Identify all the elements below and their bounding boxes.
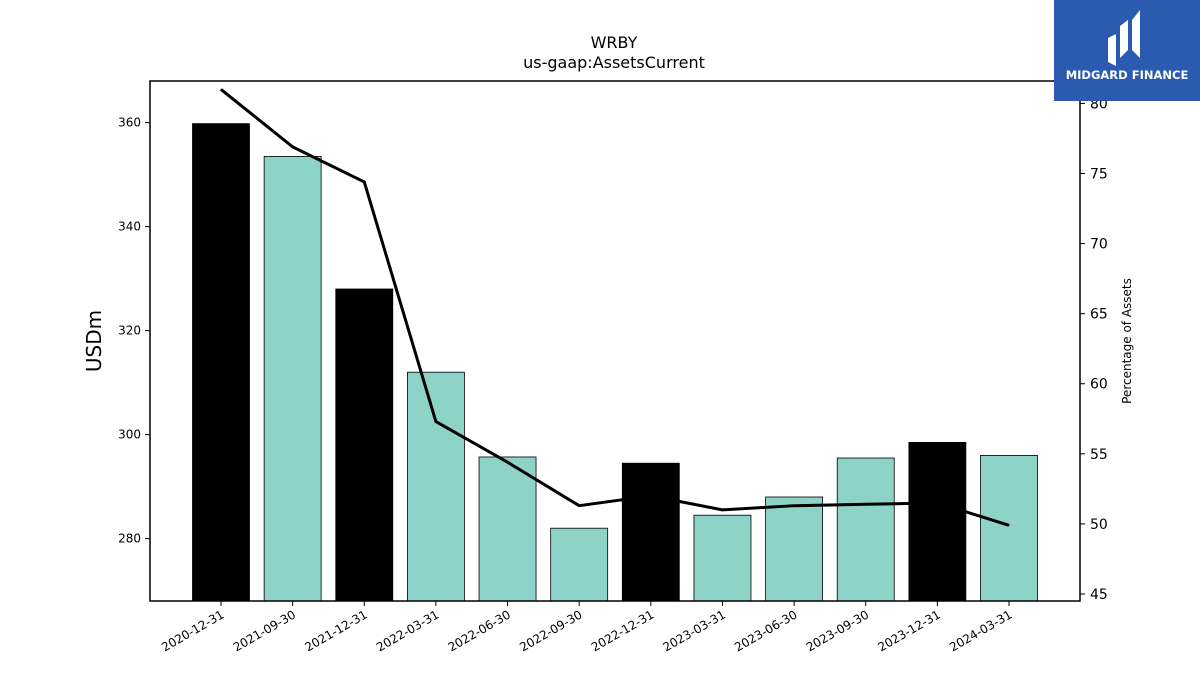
x-tick-label: 2022-03-31 xyxy=(374,607,441,654)
x-tick-label: 2021-09-30 xyxy=(231,607,298,654)
y2-tick-label: 55 xyxy=(1090,447,1108,463)
y-tick-label: 300 xyxy=(118,428,141,442)
logo-text: MIDGARD FINANCE xyxy=(1065,68,1189,82)
bar-2023-03-31 xyxy=(693,514,752,602)
y2-tick-label: 65 xyxy=(1090,307,1108,323)
y2-tick-label: 60 xyxy=(1090,377,1108,393)
bar-2020-12-31 xyxy=(192,123,250,602)
line-point-2020-12-31 xyxy=(220,88,222,90)
y-tick-label: 320 xyxy=(118,324,141,338)
line-point-2022-03-31 xyxy=(435,421,437,423)
x-tick-label: 2023-06-30 xyxy=(732,607,799,654)
bar-2024-03-31 xyxy=(980,454,1038,602)
line-point-2023-06-30 xyxy=(793,505,795,507)
midgard-logo-icon xyxy=(1108,10,1140,66)
chart-title: WRBY xyxy=(591,33,638,52)
y-axis-left: 280 300 320 340 360 xyxy=(118,116,150,546)
y2-tick-label: 75 xyxy=(1090,167,1108,183)
x-tick-label: 2022-12-31 xyxy=(589,607,656,654)
line-point-2021-12-31 xyxy=(363,181,365,183)
x-tick-label: 2021-12-31 xyxy=(302,607,369,654)
plot-frame xyxy=(149,80,1081,602)
x-tick-label: 2024-03-31 xyxy=(947,607,1014,654)
y2-tick-label: 50 xyxy=(1090,517,1108,533)
bar-2023-06-30 xyxy=(765,496,823,602)
line-point-2023-03-31 xyxy=(721,509,723,511)
y-tick-label: 360 xyxy=(118,116,141,130)
line-point-2021-09-30 xyxy=(292,146,294,148)
y-axis-label: USDm xyxy=(82,310,106,372)
x-axis: 2020-12-31 2021-09-30 2021-12-31 2022-03-31… xyxy=(159,601,1015,654)
line-point-2024-03-31 xyxy=(1008,524,1010,526)
bar-2022-09-30 xyxy=(550,527,609,602)
line-group xyxy=(220,88,1010,527)
x-tick-label: 2023-12-31 xyxy=(875,607,942,654)
bar-2022-03-31 xyxy=(407,371,465,602)
bar-2021-12-31 xyxy=(335,288,394,602)
y2-tick-label: 70 xyxy=(1090,237,1108,253)
bar-2021-09-30 xyxy=(263,155,322,602)
x-tick-label: 2022-06-30 xyxy=(446,607,513,654)
bar-2023-12-31 xyxy=(908,441,967,602)
bars-group xyxy=(192,123,1038,602)
percentage-line xyxy=(220,88,1010,527)
x-tick-label: 2023-03-31 xyxy=(661,607,728,654)
x-tick-label: 2023-09-30 xyxy=(804,607,871,654)
x-tick-label: 2020-12-31 xyxy=(159,607,226,654)
y-tick-label: 340 xyxy=(118,220,141,234)
bar-2023-09-30 xyxy=(836,457,895,602)
bar-2022-12-31 xyxy=(621,462,680,602)
bar-2022-06-30 xyxy=(478,456,537,602)
y-tick-label: 280 xyxy=(118,532,141,546)
line-point-2022-09-30 xyxy=(578,505,580,507)
y2-axis-label: Percentage of Assets xyxy=(1120,278,1134,404)
line-point-2022-12-31 xyxy=(650,495,652,497)
y2-tick-label: 45 xyxy=(1090,587,1108,603)
chart-subtitle: us-gaap:AssetsCurrent xyxy=(523,53,705,72)
x-tick-label: 2022-09-30 xyxy=(517,607,584,654)
line-point-2022-06-30 xyxy=(507,461,509,463)
line-point-2023-09-30 xyxy=(865,503,867,505)
logo: MIDGARD FINANCE xyxy=(1054,0,1200,101)
line-point-2023-12-31 xyxy=(936,502,938,504)
